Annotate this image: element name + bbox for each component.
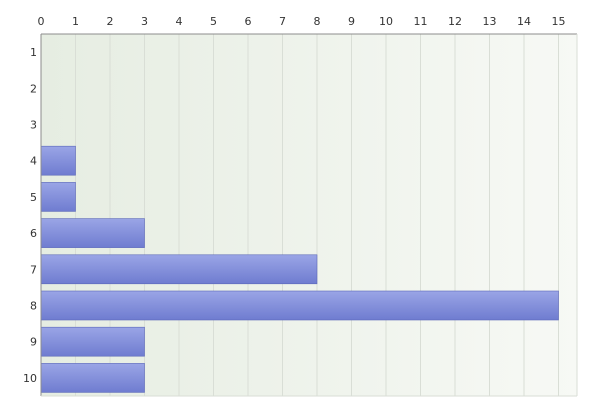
y-tick-label: 4: [30, 155, 37, 168]
y-tick-label: 10: [23, 372, 37, 385]
x-tick-label: 1: [72, 15, 79, 28]
grid-lines: [75, 34, 559, 396]
x-tick-labels: 0 1 2 3 4 5 6 7 8 9 10 11 12 13 14 15: [38, 15, 566, 28]
x-tick-label: 6: [245, 15, 252, 28]
x-tick-label: 9: [348, 15, 355, 28]
x-tick-label: 10: [379, 15, 393, 28]
x-tick-label: 2: [107, 15, 114, 28]
y-tick-labels: 1 2 3 4 5 6 7 8 9 10: [23, 46, 37, 385]
bar: [40, 145, 76, 176]
bar: [40, 254, 318, 285]
x-tick-label: 11: [414, 15, 428, 28]
bar: [40, 182, 76, 212]
x-tick-label: 4: [176, 15, 183, 28]
x-tick-label: 3: [141, 15, 148, 28]
x-tick-label: 0: [38, 15, 45, 28]
y-tick-label: 8: [30, 300, 37, 313]
y-tick-label: 1: [30, 46, 37, 59]
x-tick-label: 12: [448, 15, 462, 28]
x-tick-label: 8: [314, 15, 321, 28]
bars: [40, 145, 559, 393]
y-tick-label: 3: [30, 119, 37, 132]
bar: [40, 326, 145, 357]
axes: [40, 33, 578, 397]
y-tick-label: 5: [30, 191, 37, 204]
x-tick-label: 5: [210, 15, 217, 28]
x-tick-label: 7: [279, 15, 286, 28]
bar: [40, 363, 145, 393]
bar: [40, 290, 559, 321]
y-tick-label: 2: [30, 82, 37, 95]
y-tick-label: 9: [30, 336, 37, 349]
bar: [40, 218, 145, 248]
x-tick-label: 15: [552, 15, 566, 28]
y-tick-label: 6: [30, 227, 37, 240]
y-tick-label: 7: [30, 263, 37, 276]
x-tick-label: 13: [483, 15, 497, 28]
x-tick-label: 14: [517, 15, 531, 28]
